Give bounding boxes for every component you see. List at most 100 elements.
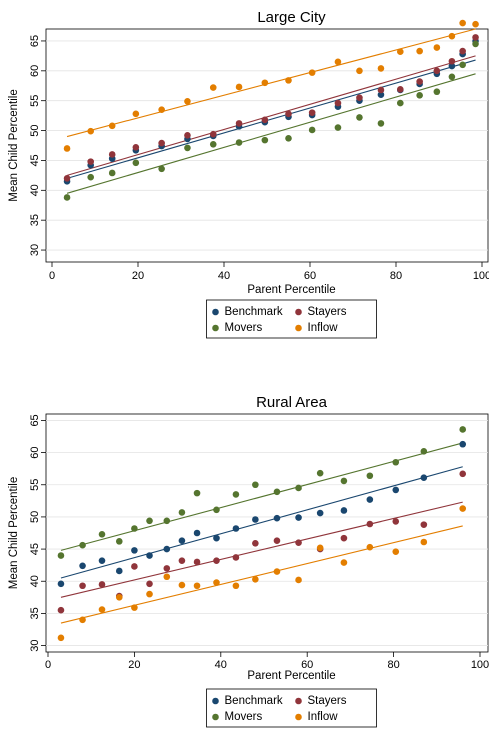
inflow-point — [459, 505, 467, 512]
stayers-point — [420, 521, 428, 528]
legend-label-movers: Movers — [225, 322, 263, 334]
y-tick-label: 30 — [29, 244, 41, 256]
movers-point — [416, 92, 423, 99]
legend-marker-stayers — [295, 308, 302, 316]
legend-label-benchmark: Benchmark — [225, 306, 283, 318]
stayers-point — [295, 539, 302, 546]
y-tick-label: 40 — [29, 575, 41, 587]
movers-point — [295, 484, 302, 492]
y-tick-label: 40 — [29, 184, 41, 196]
x-tick-label: 40 — [218, 270, 230, 282]
movers-point — [392, 458, 400, 466]
inflow-point — [193, 582, 201, 590]
y-axis-label: Mean Child Percentile — [8, 89, 20, 202]
stayers-point — [98, 581, 106, 588]
inflow-point — [366, 543, 374, 551]
benchmark-point — [340, 507, 348, 514]
stayers-point — [213, 557, 220, 564]
legend-label-movers: Movers — [225, 711, 263, 723]
inflow-point — [108, 122, 116, 130]
benchmark-point — [392, 486, 400, 494]
benchmark-point — [57, 580, 65, 588]
inflow-point — [472, 20, 479, 28]
stayers-point — [285, 110, 292, 118]
legend-label-stayers: Stayers — [308, 306, 347, 318]
chart-1: 30 35 40 45 50 55 60 65 0 20 40 60 80 100 Large City Pa… — [8, 9, 489, 339]
legend-marker-benchmark — [212, 697, 219, 705]
inflow-point — [178, 581, 186, 589]
stayers-point — [57, 606, 65, 614]
movers-point — [235, 139, 243, 146]
stayers-point — [397, 86, 404, 93]
benchmark-point — [79, 562, 86, 570]
x-tick-label: 0 — [45, 659, 51, 671]
stayers-point — [448, 57, 456, 65]
movers-point — [448, 73, 456, 81]
benchmark-point — [131, 547, 138, 554]
movers-point — [209, 141, 217, 148]
legend-label-stayers: Stayers — [308, 695, 347, 707]
x-tick-label: 60 — [301, 659, 313, 671]
x-tick-label: 100 — [471, 659, 489, 671]
stayers-point — [334, 99, 342, 107]
x-axis-label: Parent Percentile — [247, 284, 335, 296]
benchmark-point — [273, 514, 281, 522]
movers-point — [213, 506, 220, 514]
x-tick-label: 0 — [49, 270, 55, 282]
legend-marker-stayers — [295, 697, 302, 705]
movers-point — [184, 144, 191, 152]
inflow-point — [316, 544, 324, 552]
stayers-point — [308, 109, 316, 116]
movers-point — [377, 120, 385, 127]
y-tick-label: 50 — [29, 511, 41, 523]
stayers-point — [235, 120, 243, 127]
movers-point — [356, 114, 363, 121]
movers-point — [285, 135, 292, 142]
movers-point — [472, 40, 479, 48]
inflow-point — [209, 84, 217, 91]
movers-point — [420, 448, 428, 455]
stayers-point — [209, 130, 217, 138]
inflow-point — [63, 145, 71, 152]
x-tick-label: 20 — [132, 270, 144, 282]
movers-point — [158, 165, 165, 173]
movers-point — [366, 472, 374, 480]
legend: Benchmark Stayers Movers Inflow — [206, 688, 377, 728]
benchmark-point — [366, 496, 374, 503]
stayers-point — [459, 47, 466, 55]
y-tick-label: 55 — [29, 479, 41, 491]
x-tick-label: 40 — [215, 659, 227, 671]
legend-label-inflow: Inflow — [308, 322, 339, 334]
inflow-point — [213, 579, 220, 586]
movers-point — [308, 126, 316, 134]
benchmark-point — [295, 514, 302, 521]
stayers-point — [273, 537, 281, 545]
inflow-point — [115, 594, 123, 601]
movers-point — [57, 552, 65, 559]
benchmark-fit-line — [66, 59, 476, 179]
benchmark-fit-line — [60, 466, 463, 579]
inflow-fit-line — [66, 28, 476, 138]
movers-point — [232, 491, 240, 498]
x-axis-label: Parent Percentile — [247, 670, 335, 682]
benchmark-point — [213, 534, 220, 542]
stayers-point — [232, 554, 240, 561]
inflow-point — [392, 548, 400, 555]
y-tick-label: 65 — [29, 35, 41, 47]
stayers-point — [163, 565, 171, 572]
stayers-point — [366, 520, 374, 528]
stayers-point — [158, 139, 165, 147]
legend-label-benchmark: Benchmark — [225, 695, 283, 707]
movers-point — [316, 469, 324, 477]
inflow-point — [158, 106, 165, 113]
inflow-point — [79, 616, 86, 624]
movers-point — [108, 169, 116, 177]
benchmark-point — [377, 91, 385, 99]
benchmark-point — [146, 552, 153, 559]
inflow-point — [459, 19, 466, 27]
movers-point — [459, 61, 466, 69]
movers-point — [98, 530, 106, 538]
legend-marker-inflow — [295, 324, 302, 332]
benchmark-point — [178, 537, 186, 545]
chart-title: Rural Area — [256, 394, 328, 411]
